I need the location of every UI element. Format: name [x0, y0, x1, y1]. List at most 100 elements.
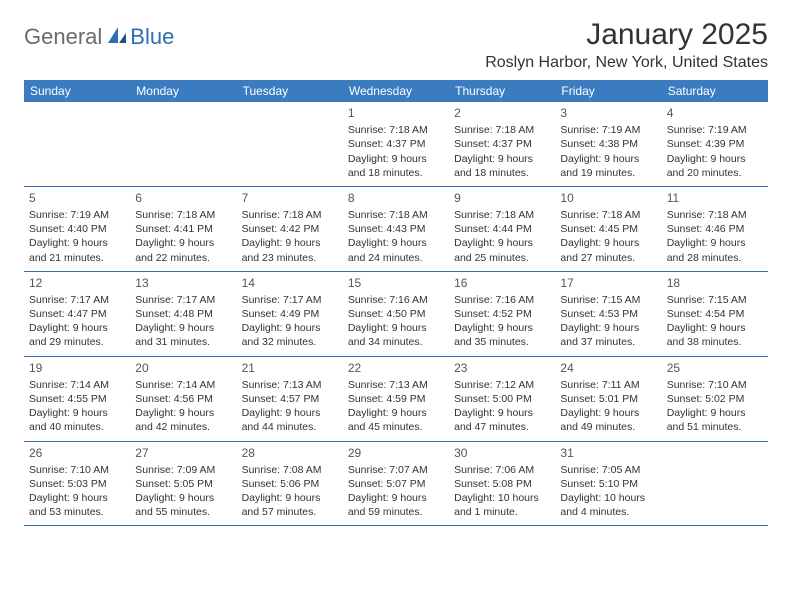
sunset-line: Sunset: 5:02 PM — [667, 392, 763, 406]
sunrise-line: Sunrise: 7:14 AM — [135, 378, 231, 392]
daylight-line: Daylight: 10 hours — [560, 491, 656, 505]
sunrise-line: Sunrise: 7:09 AM — [135, 463, 231, 477]
calendar: SundayMondayTuesdayWednesdayThursdayFrid… — [24, 80, 768, 526]
day-number: 15 — [348, 275, 444, 291]
day-number: 17 — [560, 275, 656, 291]
sunset-line: Sunset: 4:41 PM — [135, 222, 231, 236]
weekday-header: Monday — [130, 80, 236, 102]
sunset-line: Sunset: 4:38 PM — [560, 137, 656, 151]
day-cell: 8Sunrise: 7:18 AMSunset: 4:43 PMDaylight… — [343, 187, 449, 271]
day-number: 9 — [454, 190, 550, 206]
sunset-line: Sunset: 4:39 PM — [667, 137, 763, 151]
day-cell: 15Sunrise: 7:16 AMSunset: 4:50 PMDayligh… — [343, 272, 449, 356]
sunrise-line: Sunrise: 7:19 AM — [560, 123, 656, 137]
weekday-header: Thursday — [449, 80, 555, 102]
day-cell: 24Sunrise: 7:11 AMSunset: 5:01 PMDayligh… — [555, 357, 661, 441]
sunset-line: Sunset: 4:48 PM — [135, 307, 231, 321]
day-number: 10 — [560, 190, 656, 206]
daylight-line: and 18 minutes. — [454, 166, 550, 180]
daylight-line: and 35 minutes. — [454, 335, 550, 349]
day-cell: 22Sunrise: 7:13 AMSunset: 4:59 PMDayligh… — [343, 357, 449, 441]
sunset-line: Sunset: 4:49 PM — [242, 307, 338, 321]
daylight-line: Daylight: 9 hours — [667, 152, 763, 166]
sunset-line: Sunset: 4:46 PM — [667, 222, 763, 236]
sunrise-line: Sunrise: 7:18 AM — [454, 208, 550, 222]
brand-text-blue: Blue — [130, 24, 174, 50]
weekday-header: Friday — [555, 80, 661, 102]
day-cell: 20Sunrise: 7:14 AMSunset: 4:56 PMDayligh… — [130, 357, 236, 441]
sunrise-line: Sunrise: 7:19 AM — [29, 208, 125, 222]
day-number: 22 — [348, 360, 444, 376]
sunrise-line: Sunrise: 7:05 AM — [560, 463, 656, 477]
day-number: 24 — [560, 360, 656, 376]
daylight-line: and 49 minutes. — [560, 420, 656, 434]
daylight-line: and 59 minutes. — [348, 505, 444, 519]
daylight-line: Daylight: 9 hours — [29, 321, 125, 335]
daylight-line: Daylight: 9 hours — [348, 491, 444, 505]
day-number: 6 — [135, 190, 231, 206]
daylight-line: Daylight: 9 hours — [135, 321, 231, 335]
daylight-line: Daylight: 9 hours — [454, 152, 550, 166]
sunset-line: Sunset: 4:37 PM — [348, 137, 444, 151]
sunrise-line: Sunrise: 7:06 AM — [454, 463, 550, 477]
daylight-line: Daylight: 10 hours — [454, 491, 550, 505]
daylight-line: Daylight: 9 hours — [454, 236, 550, 250]
daylight-line: Daylight: 9 hours — [135, 491, 231, 505]
sunset-line: Sunset: 4:47 PM — [29, 307, 125, 321]
day-number: 14 — [242, 275, 338, 291]
day-number: 18 — [667, 275, 763, 291]
sunset-line: Sunset: 4:56 PM — [135, 392, 231, 406]
day-number: 31 — [560, 445, 656, 461]
sunset-line: Sunset: 4:43 PM — [348, 222, 444, 236]
day-cell: 3Sunrise: 7:19 AMSunset: 4:38 PMDaylight… — [555, 102, 661, 186]
daylight-line: and 27 minutes. — [560, 251, 656, 265]
daylight-line: and 44 minutes. — [242, 420, 338, 434]
month-title: January 2025 — [485, 18, 768, 52]
daylight-line: and 32 minutes. — [242, 335, 338, 349]
daylight-line: Daylight: 9 hours — [667, 321, 763, 335]
weekday-header-row: SundayMondayTuesdayWednesdayThursdayFrid… — [24, 80, 768, 102]
sunset-line: Sunset: 5:08 PM — [454, 477, 550, 491]
day-number: 2 — [454, 105, 550, 121]
sunset-line: Sunset: 4:44 PM — [454, 222, 550, 236]
day-cell: 14Sunrise: 7:17 AMSunset: 4:49 PMDayligh… — [237, 272, 343, 356]
sunrise-line: Sunrise: 7:15 AM — [667, 293, 763, 307]
sunset-line: Sunset: 4:40 PM — [29, 222, 125, 236]
sunset-line: Sunset: 5:06 PM — [242, 477, 338, 491]
week-row: 19Sunrise: 7:14 AMSunset: 4:55 PMDayligh… — [24, 357, 768, 442]
sunset-line: Sunset: 4:53 PM — [560, 307, 656, 321]
day-cell: 7Sunrise: 7:18 AMSunset: 4:42 PMDaylight… — [237, 187, 343, 271]
week-row: 1Sunrise: 7:18 AMSunset: 4:37 PMDaylight… — [24, 102, 768, 187]
brand-logo: General Blue — [24, 24, 174, 50]
day-number: 1 — [348, 105, 444, 121]
daylight-line: and 4 minutes. — [560, 505, 656, 519]
sunrise-line: Sunrise: 7:12 AM — [454, 378, 550, 392]
daylight-line: and 45 minutes. — [348, 420, 444, 434]
daylight-line: and 25 minutes. — [454, 251, 550, 265]
day-cell: 4Sunrise: 7:19 AMSunset: 4:39 PMDaylight… — [662, 102, 768, 186]
day-cell: 25Sunrise: 7:10 AMSunset: 5:02 PMDayligh… — [662, 357, 768, 441]
title-block: January 2025 Roslyn Harbor, New York, Un… — [485, 18, 768, 72]
sunset-line: Sunset: 5:07 PM — [348, 477, 444, 491]
day-number: 28 — [242, 445, 338, 461]
day-cell: 27Sunrise: 7:09 AMSunset: 5:05 PMDayligh… — [130, 442, 236, 526]
day-cell: 29Sunrise: 7:07 AMSunset: 5:07 PMDayligh… — [343, 442, 449, 526]
daylight-line: and 53 minutes. — [29, 505, 125, 519]
week-row: 5Sunrise: 7:19 AMSunset: 4:40 PMDaylight… — [24, 187, 768, 272]
day-cell: 17Sunrise: 7:15 AMSunset: 4:53 PMDayligh… — [555, 272, 661, 356]
daylight-line: and 20 minutes. — [667, 166, 763, 180]
daylight-line: and 18 minutes. — [348, 166, 444, 180]
empty-day-cell — [130, 102, 236, 186]
daylight-line: and 34 minutes. — [348, 335, 444, 349]
daylight-line: Daylight: 9 hours — [29, 236, 125, 250]
daylight-line: Daylight: 9 hours — [242, 321, 338, 335]
day-cell: 12Sunrise: 7:17 AMSunset: 4:47 PMDayligh… — [24, 272, 130, 356]
header: General Blue January 2025 Roslyn Harbor,… — [24, 18, 768, 72]
sunrise-line: Sunrise: 7:10 AM — [29, 463, 125, 477]
daylight-line: and 38 minutes. — [667, 335, 763, 349]
day-cell: 2Sunrise: 7:18 AMSunset: 4:37 PMDaylight… — [449, 102, 555, 186]
day-cell: 5Sunrise: 7:19 AMSunset: 4:40 PMDaylight… — [24, 187, 130, 271]
daylight-line: Daylight: 9 hours — [135, 236, 231, 250]
day-number: 8 — [348, 190, 444, 206]
sunrise-line: Sunrise: 7:18 AM — [560, 208, 656, 222]
